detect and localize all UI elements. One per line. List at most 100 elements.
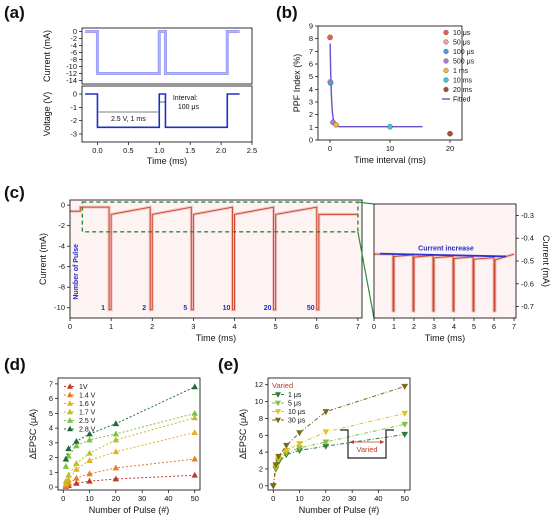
a-y2-tick-label: -3: [70, 130, 77, 139]
d-y-tick-label: 3: [49, 438, 53, 447]
d-legend-label: 1.4 V: [79, 393, 96, 400]
d-data-point: [73, 437, 80, 444]
a-x-tick-label: 2.0: [216, 146, 226, 155]
c-x-tick-label: 7: [356, 322, 360, 331]
b-x-tick-label: 0: [328, 144, 332, 153]
c-right-y-axis-label: Current (mA): [541, 235, 550, 287]
d-data-point: [112, 436, 120, 443]
e-y-tick-label: 2: [259, 464, 263, 473]
a-y2-tick-label: -1: [70, 103, 77, 112]
c-y-tick-label: -10: [54, 303, 65, 312]
e-data-point: [401, 421, 409, 428]
e-legend-marker: [274, 417, 282, 424]
c-inset-y-tick-label: -0.6: [521, 279, 534, 288]
c-x-tick-label: 1: [109, 322, 113, 331]
c-y-tick-label: -8: [58, 283, 65, 292]
panel-label-d: (d): [4, 355, 26, 374]
e-inset-pulse: [340, 429, 394, 459]
a-y-tick-label: -8: [70, 55, 77, 64]
b-x-tick-label: 10: [386, 144, 394, 153]
c-x-tick-label: 5: [274, 322, 278, 331]
a-y2-tick-label: 0: [73, 90, 77, 99]
b-y-tick-label: 0: [309, 136, 313, 145]
c-y-tick-label: -4: [58, 242, 65, 251]
d-legend-label: 2.8 V: [79, 427, 96, 434]
b-legend-label: 10 ms: [453, 78, 473, 85]
b-legend-marker: [443, 67, 449, 74]
c-current-increase-label: Current increase: [418, 246, 474, 253]
b-y-tick-label: 3: [309, 98, 313, 107]
d-data-point: [112, 420, 120, 427]
d-data-point: [73, 474, 80, 481]
b-y-tick-label: 5: [309, 72, 313, 81]
b-legend-label: 20 ms: [453, 87, 473, 94]
d-data-point: [73, 465, 80, 472]
d-data-point: [86, 449, 93, 456]
b-data-point: [327, 80, 334, 86]
e-y-tick-label: 6: [259, 431, 263, 440]
d-data-point: [62, 462, 70, 469]
d-legend-label: 1.6 V: [79, 401, 96, 408]
e-x-tick-label: 30: [348, 494, 356, 503]
c-inset-x-tick-label: 4: [452, 322, 456, 331]
c-pulse-number-label: 1: [101, 305, 105, 312]
c-left-bg: [70, 200, 362, 318]
e-x-tick-label: 20: [322, 494, 330, 503]
d-data-point: [112, 448, 120, 455]
b-legend-label: 10 μs: [453, 30, 471, 37]
d-data-point: [73, 460, 80, 466]
a-bottom-frame: [81, 85, 253, 143]
c-y-tick-label: -6: [58, 262, 65, 271]
e-series-line: [272, 423, 405, 486]
b-y-axis-label: PPF Index (%): [292, 54, 302, 113]
b-x-axis-label: Time interval (ms): [354, 155, 426, 165]
e-data-point: [296, 430, 303, 437]
e-y-tick-label: 8: [259, 414, 263, 423]
d-data-point: [191, 409, 198, 416]
a-y-tick-label: -12: [66, 69, 77, 78]
a-y2-tick-label: -2: [70, 116, 77, 125]
a-x-tick-label: 2.5: [247, 146, 257, 155]
c-x-tick-label: 4: [232, 322, 236, 331]
c-increase-line: [379, 252, 507, 258]
a-y-tick-label: -10: [66, 62, 77, 71]
c-left-frame: [69, 199, 363, 319]
b-y-tick-label: 7: [309, 47, 313, 56]
d-x-tick-label: 40: [164, 494, 172, 503]
e-legend-label: 1 μs: [288, 392, 302, 399]
e-data-point: [272, 462, 280, 469]
panel-b-chart: 0 10 20 0 1 2 3 4 5 6 7 8 9 Time interval (ms) PPF Ind…: [292, 22, 475, 166]
d-y-tick-label: 5: [49, 409, 53, 418]
d-series-line: [65, 474, 195, 487]
c-x-tick-label: 3: [191, 322, 195, 331]
a-y-axis-label-top: Current (mA): [42, 30, 52, 82]
d-legend-marker: [66, 400, 74, 406]
c-pulse-number-label: 10: [223, 305, 231, 312]
d-data-point: [112, 475, 120, 482]
b-y-tick-label: 9: [309, 22, 313, 31]
b-legend-marker: [443, 77, 449, 83]
e-data-point: [283, 442, 290, 449]
d-data-point: [191, 383, 198, 390]
e-legend-marker: [274, 409, 282, 415]
e-data-point: [322, 409, 330, 416]
c-zoom-connector-bottom: [357, 231, 375, 319]
b-legend-label: 1 ms: [453, 68, 469, 75]
panel-d-chart: 0 10 20 30 40 50 0 1 2 3 4 5 6 7 Number of Pulse (#) ΔE…: [28, 377, 201, 515]
d-legend-label: 1.7 V: [79, 410, 96, 417]
panel-label-a: (a): [4, 3, 25, 22]
b-legend-label: 50 μs: [453, 40, 471, 47]
e-y-tick-label: 10: [255, 397, 263, 406]
c-right-bg: [374, 204, 516, 318]
d-legend-marker: [66, 417, 74, 423]
a-x-tick-label: 0.5: [123, 146, 133, 155]
b-data-point: [447, 130, 453, 137]
d-x-tick-label: 30: [138, 494, 146, 503]
b-data-point: [327, 34, 333, 41]
c-y-tick-label: -2: [58, 221, 65, 230]
a-interval-value: 100 μs: [178, 104, 200, 111]
e-data-point: [322, 429, 330, 436]
e-frame: [267, 377, 411, 491]
c-left-x-axis-label: Time (ms): [196, 333, 236, 343]
